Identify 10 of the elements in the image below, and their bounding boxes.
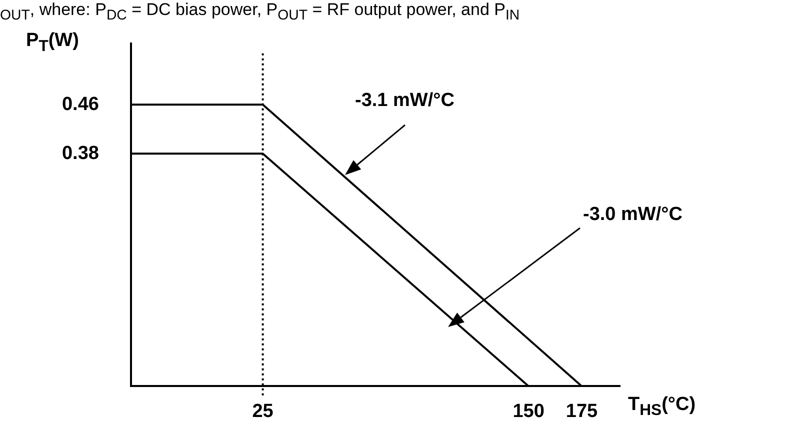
annotation: -3.0 mW/°C — [583, 204, 682, 226]
y-tick-label: 0.46 — [62, 94, 99, 115]
x-axis-title: T$_{HS}$(°C) — [628, 394, 696, 420]
x-tick-label: 25 — [252, 400, 274, 422]
x-tick-label: 150 — [512, 400, 544, 422]
annotation: -3.1 mW/°C — [355, 90, 454, 112]
y-axis-title: P$_{T}$(W) — [26, 30, 79, 56]
x-tick-label: 175 — [566, 400, 598, 422]
chart-subtitle: $_{OUT}$, where: P$_{DC}$ = DC bias power, P$_{OUT}$ = RF output power, and P$_{IN}$ — [0, 0, 520, 24]
y-tick-label: 0.38 — [62, 142, 99, 164]
